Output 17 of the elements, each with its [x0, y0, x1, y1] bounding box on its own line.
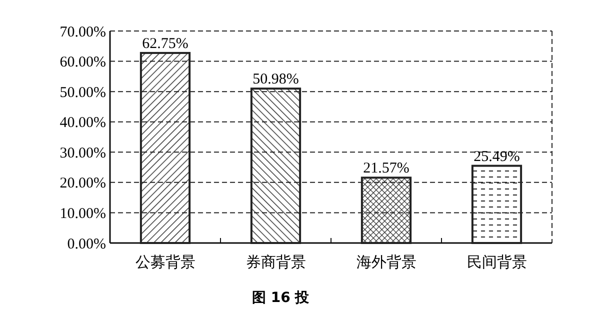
data-label: 21.57%: [363, 160, 410, 177]
y-tick-label: 70.00%: [60, 24, 106, 40]
x-tick-label: 民间背景: [466, 253, 527, 271]
data-label: 50.98%: [252, 72, 299, 88]
x-tick-label: 海外背景: [356, 253, 416, 271]
text: 图 16 投: [252, 290, 310, 306]
y-tick-label: 60.00%: [60, 54, 106, 71]
y-tick-label: 40.00%: [60, 115, 106, 132]
y-tick-label: 10.00%: [60, 206, 106, 222]
y-tick-label: 0.00%: [67, 236, 106, 252]
data-label: 62.75%: [142, 36, 188, 52]
y-tick-label: 30.00%: [60, 145, 106, 162]
y-tick-label: 50.00%: [60, 84, 106, 101]
y-tick-label: 20.00%: [60, 176, 106, 192]
x-tick-label: 公募背景: [135, 253, 196, 271]
data-label: 25.49%: [474, 148, 520, 165]
x-tick-label: 券商背景: [246, 253, 306, 271]
